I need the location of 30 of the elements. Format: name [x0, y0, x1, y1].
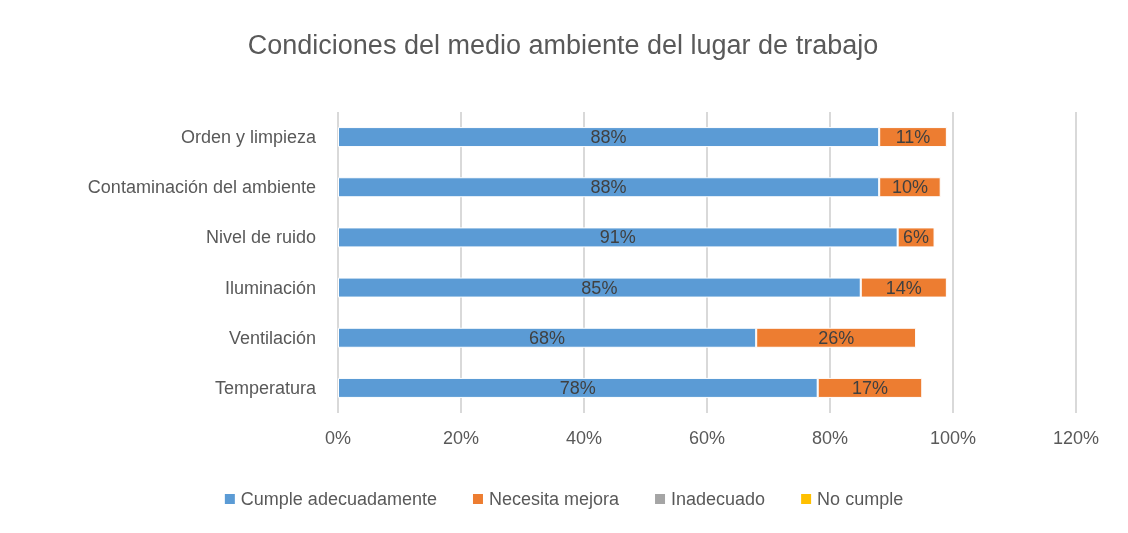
chart-title: Condiciones del medio ambiente del lugar de trabajo — [247, 29, 879, 60]
data-label: 17% — [851, 377, 888, 398]
y-tick-label: Orden y limpieza — [180, 127, 317, 148]
legend-label: Inadecuado — [671, 489, 766, 509]
data-label: 68% — [529, 327, 566, 348]
data-label: 91% — [599, 227, 636, 248]
x-tick-label: 0% — [324, 428, 352, 448]
legend-label: Necesita mejora — [488, 489, 621, 509]
y-tick-label: Nivel de ruido — [205, 227, 316, 248]
data-label: 88% — [590, 127, 627, 148]
data-label: 78% — [559, 377, 596, 398]
x-tick-label: 100% — [929, 428, 977, 448]
legend-label: Cumple adecuadamente — [240, 489, 437, 509]
y-tick-label: Ventilación — [228, 327, 316, 348]
data-label: 11% — [895, 127, 931, 148]
data-label: 14% — [885, 277, 922, 298]
data-label: 26% — [818, 327, 855, 348]
data-label: 85% — [581, 277, 618, 298]
y-tick-label: Temperatura — [214, 377, 317, 398]
x-tick-label: 60% — [688, 428, 726, 448]
x-tick-label: 80% — [811, 428, 849, 448]
y-tick-label: Contaminación del ambiente — [87, 177, 316, 198]
x-tick-label: 40% — [565, 428, 603, 448]
legend-label: No cumple — [817, 489, 904, 509]
x-tick-label: 120% — [1052, 428, 1100, 448]
y-tick-label: Iluminación — [224, 277, 316, 298]
x-tick-label: 20% — [442, 428, 480, 448]
data-label: 88% — [590, 177, 627, 198]
data-label: 10% — [891, 177, 928, 198]
data-label: 6% — [903, 227, 930, 248]
